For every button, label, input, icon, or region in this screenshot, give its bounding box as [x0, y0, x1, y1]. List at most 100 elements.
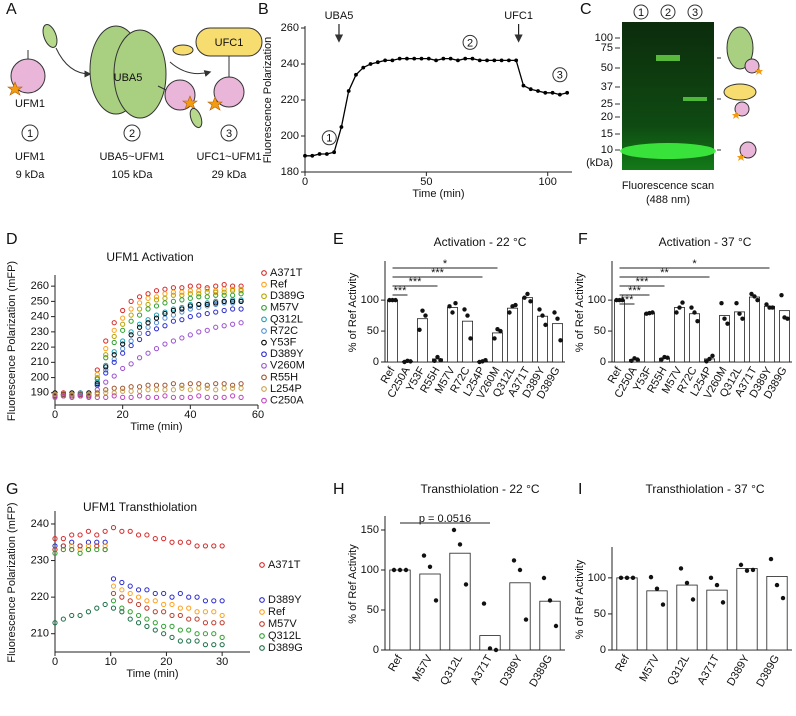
data-point — [390, 58, 395, 63]
y-tick-label: 240 — [281, 58, 299, 70]
data-point — [94, 539, 100, 545]
data-point — [196, 291, 202, 297]
panel-letter: H — [333, 481, 345, 498]
data-point — [332, 150, 337, 155]
data-point — [128, 318, 134, 324]
caption: Fluorescence scan — [622, 180, 714, 192]
data-point — [119, 528, 125, 534]
replicate-point — [451, 527, 457, 533]
x-tick-label: 40 — [184, 409, 196, 421]
data-point — [120, 341, 126, 347]
data-point — [219, 642, 225, 648]
replicate-point — [417, 327, 422, 333]
replicate-point — [492, 336, 497, 341]
data-point — [170, 381, 177, 387]
y-tick-label: 100 — [361, 294, 379, 306]
replicate-point — [465, 313, 470, 318]
data-point — [230, 385, 236, 391]
data-point — [111, 352, 117, 358]
legend-label: D389Y — [268, 594, 302, 606]
data-point — [77, 543, 83, 549]
replicate-point — [629, 358, 634, 363]
data-point — [162, 310, 168, 317]
data-point — [186, 539, 192, 545]
data-point — [136, 312, 143, 318]
data-point — [135, 532, 142, 538]
replicate-point — [528, 299, 533, 304]
data-point — [77, 532, 83, 538]
legend-label: A371T — [270, 267, 303, 279]
data-point — [179, 317, 185, 323]
data-point — [219, 598, 225, 604]
replicate-point — [517, 567, 523, 573]
y-tick-label: 180 — [281, 166, 299, 178]
data-point — [543, 90, 548, 95]
legend-marker — [259, 597, 265, 603]
data-point — [238, 306, 244, 312]
replicate-point — [720, 600, 726, 605]
data-point — [52, 546, 58, 553]
data-point — [128, 342, 134, 349]
data-point — [230, 321, 236, 327]
y-axis-label: Fluorescence Polarization (mFP) — [6, 502, 18, 662]
bar — [419, 573, 441, 651]
data-point — [145, 306, 151, 312]
data-point — [238, 291, 244, 297]
data-point — [120, 350, 126, 356]
data-point — [161, 623, 167, 629]
replicate-point — [498, 328, 503, 334]
band-ticks — [717, 57, 721, 151]
data-point — [145, 324, 151, 330]
bar — [449, 552, 471, 651]
axis-line — [54, 511, 250, 653]
replicate-point — [774, 582, 780, 588]
y-tick-label: 230 — [31, 326, 49, 338]
data-point — [179, 297, 185, 303]
data-point — [179, 292, 185, 298]
x-tick-label: 60 — [252, 409, 264, 421]
marker-label: 50 — [601, 62, 613, 74]
data-point — [221, 289, 227, 295]
panel-letter: C — [580, 1, 592, 18]
data-point — [238, 320, 244, 326]
significance-label: *** — [621, 294, 635, 306]
data-point — [557, 92, 562, 97]
data-point — [127, 583, 133, 589]
data-point — [202, 620, 209, 626]
data-point — [186, 605, 192, 611]
replicate-point — [764, 302, 769, 307]
data-point — [161, 590, 167, 597]
data-point — [187, 303, 193, 309]
data-point — [77, 612, 83, 619]
data-point — [119, 594, 125, 600]
data-point — [77, 393, 83, 399]
data-point — [52, 536, 58, 542]
data-point — [186, 638, 192, 644]
bar — [461, 320, 473, 363]
data-point — [162, 382, 168, 388]
data-point — [177, 539, 183, 545]
data-point — [169, 594, 175, 600]
legend-marker — [261, 316, 267, 323]
data-point — [152, 627, 158, 633]
step-mass: 105 kDa — [112, 169, 154, 181]
y-tick-label: 50 — [367, 325, 379, 337]
data-point — [128, 361, 134, 367]
data-point — [194, 616, 200, 622]
data-point — [136, 330, 143, 336]
data-point — [153, 346, 160, 352]
shape-label: UFC1 — [215, 37, 244, 49]
annotation: UBA5 — [325, 10, 354, 22]
data-point — [52, 620, 58, 626]
data-point — [204, 310, 210, 317]
replicate-point — [665, 355, 670, 360]
data-point — [120, 346, 126, 352]
data-point — [170, 298, 177, 304]
data-point — [303, 153, 307, 158]
annotation: UFC1 — [504, 10, 533, 22]
data-point — [448, 56, 453, 61]
legend-label: Ref — [268, 606, 286, 618]
y-axis-label: Fluorescence Polarization (mFP) — [6, 261, 18, 421]
marker-label: 25 — [601, 98, 613, 110]
replicate-point — [522, 295, 527, 300]
